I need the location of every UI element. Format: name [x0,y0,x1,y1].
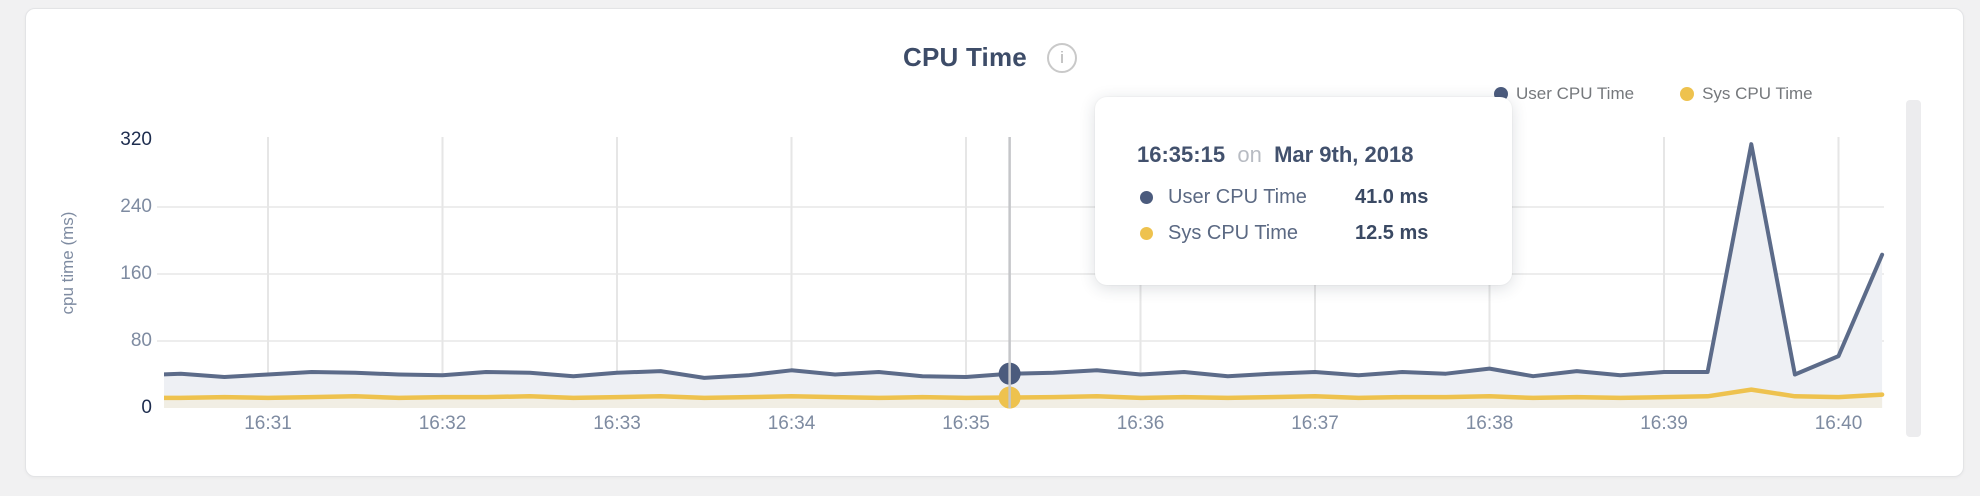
tooltip-row-sys: Sys CPU Time 12.5 ms [1095,219,1512,247]
legend-label-sys: Sys CPU Time [1702,84,1813,103]
x-tick-label: 16:35 [942,413,990,434]
legend-item-user-cpu[interactable]: User CPU Time [1494,84,1634,104]
gridlines [157,137,1884,408]
info-icon[interactable]: i [1046,42,1077,73]
tooltip-row-user: User CPU Time 41.0 ms [1095,183,1512,211]
adjacent-panel-edge [1906,100,1921,437]
y-tick-label: 0 [141,397,152,418]
x-tick-label: 16:34 [767,413,816,434]
tooltip-sys-value: 12.5 ms [1355,221,1429,244]
x-tick-label: 16:31 [244,413,292,434]
chart-legend: User CPU Time Sys CPU Time [1494,84,1813,104]
tooltip-on-word: on [1237,142,1262,167]
y-tick-label: 160 [120,263,152,284]
x-tick-label: 16:39 [1640,413,1688,434]
user-cpu-area [164,144,1883,408]
tooltip-date: Mar 9th, 2018 [1274,142,1414,167]
tooltip-user-label: User CPU Time [1168,185,1307,208]
tooltip-user-value: 41.0 ms [1355,185,1429,208]
legend-label-user: User CPU Time [1516,84,1635,103]
tooltip-header: 16:35:15 on Mar 9th, 2018 [1095,141,1512,169]
y-tick-label: 240 [120,196,152,217]
x-tick-label: 16:40 [1814,413,1863,434]
user-series-dot-icon [1140,190,1153,204]
x-tick-label: 16:32 [418,413,467,434]
tooltip-time: 16:35:15 [1137,142,1226,167]
y-tick-label: 320 [120,129,152,150]
x-tick-label: 16:33 [593,413,641,434]
x-tick-label: 16:37 [1291,413,1339,434]
tooltip-sys-label: Sys CPU Time [1168,221,1299,244]
chart-header: CPU Time i [0,42,1980,73]
y-tick-label: 80 [130,330,152,351]
info-icon-glyph: i [1060,47,1064,67]
x-tick-label: 16:36 [1116,413,1165,434]
hover-tooltip: 16:35:15 on Mar 9th, 2018 User CPU Time … [1095,97,1512,285]
x-tick-label: 16:38 [1465,413,1514,434]
hover-marker [998,137,1021,409]
chart-title: CPU Time [903,42,1027,72]
legend-item-sys-cpu[interactable]: Sys CPU Time [1680,84,1813,104]
sys-series-dot-icon [1140,226,1153,240]
sys-series-dot-icon [1680,87,1695,101]
